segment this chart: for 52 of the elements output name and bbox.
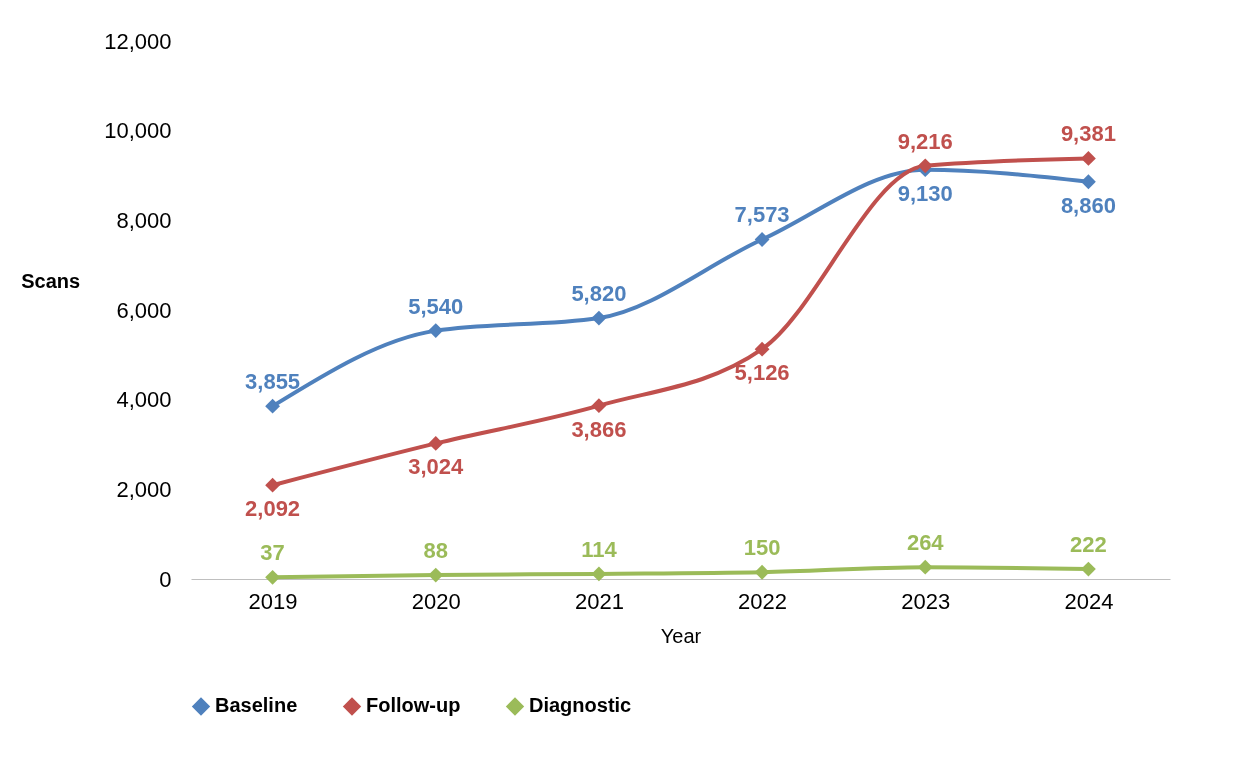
legend-label: Baseline (215, 694, 298, 717)
y-tick-label: 4,000 (116, 387, 172, 413)
point (1081, 561, 1096, 577)
point (591, 398, 607, 414)
data-label: 3,855 (245, 369, 301, 395)
point (1081, 151, 1096, 166)
data-label: 264 (906, 530, 945, 556)
y-axis-title: Scans (21, 269, 81, 292)
data-label: 88 (423, 538, 448, 564)
data-label: 5,126 (734, 360, 790, 386)
data-label: 3,866 (571, 416, 627, 442)
x-tick-label: 2019 (248, 588, 298, 614)
data-label: 222 (1070, 532, 1107, 558)
y-tick-label: 10,000 (104, 118, 172, 144)
point (1081, 174, 1096, 190)
data-label: 8,860 (1060, 192, 1116, 218)
point (265, 398, 280, 414)
y-tick-label: 6,000 (116, 297, 172, 323)
point (754, 341, 770, 357)
x-tick-label: 2023 (901, 588, 951, 614)
legend-label: Follow-up (366, 694, 461, 717)
y-tick-label: 12,000 (104, 28, 172, 54)
y-tick-label: 8,000 (116, 207, 172, 233)
point (591, 566, 607, 582)
x-tick-label: 2024 (1064, 588, 1114, 614)
data-label: 2,092 (245, 496, 301, 522)
y-tick-label: 0 (159, 566, 172, 592)
data-label: 150 (743, 535, 781, 561)
point (917, 158, 933, 174)
data-label: 3,024 (408, 454, 465, 480)
data-label: 37 (260, 540, 285, 566)
data-label: 9,216 (897, 128, 953, 154)
data-label: 5,540 (408, 293, 464, 319)
data-label: 7,573 (734, 202, 790, 228)
x-tick-label: 2021 (574, 588, 624, 614)
point (428, 436, 444, 451)
point (265, 569, 280, 585)
point (754, 564, 770, 580)
legend-label: Diagnostic (529, 694, 632, 717)
x-tick-label: 2020 (411, 588, 461, 614)
data-label: 9,381 (1060, 121, 1116, 147)
point (265, 477, 280, 493)
point (917, 559, 933, 575)
point (591, 310, 607, 326)
point (754, 232, 770, 247)
data-label: 5,820 (571, 281, 627, 307)
y-tick-label: 2,000 (116, 476, 172, 502)
data-label: 114 (581, 536, 618, 562)
x-axis-title: Year (660, 624, 702, 647)
x-tick-label: 2022 (738, 588, 788, 614)
point (428, 323, 444, 339)
data-label: 9,130 (897, 180, 953, 206)
